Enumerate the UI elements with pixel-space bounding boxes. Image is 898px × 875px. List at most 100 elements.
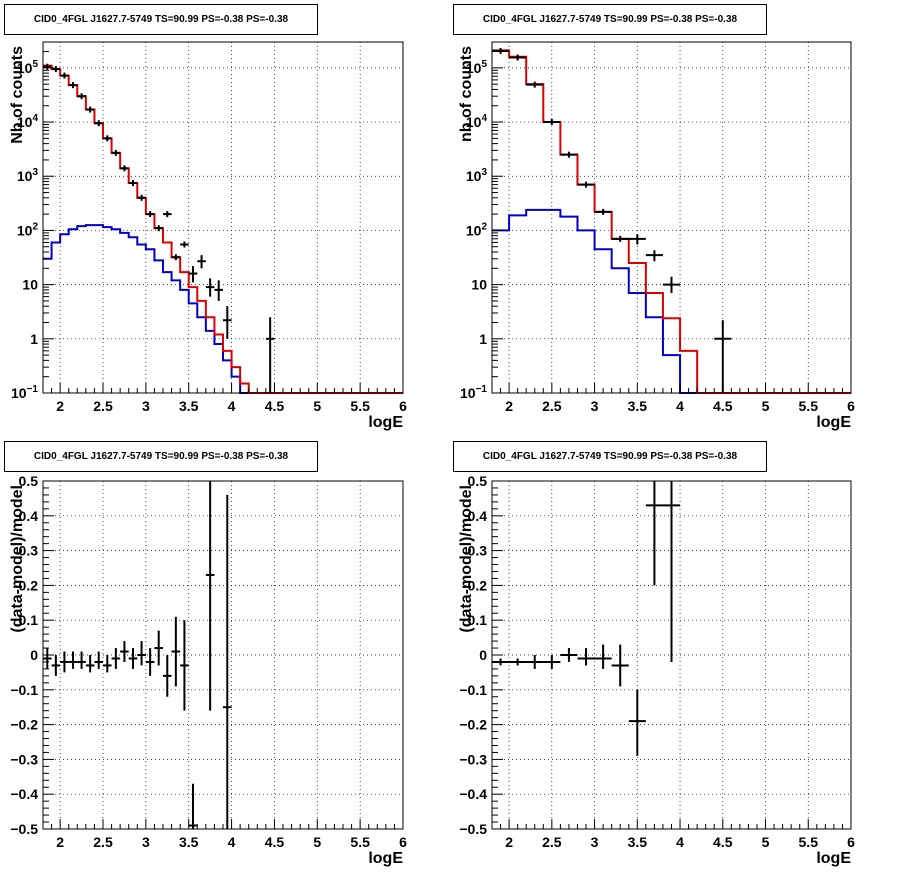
y-tick-label: 0.5 — [468, 473, 488, 489]
chart-panel-residuals-left: 2 2.5 3 3.5 4 4.5 5 5.5 6 −0.5 −0.4 −0.3 −0.2 −0.1 0 0.… — [0, 437, 449, 875]
x-tick-label: 2.5 — [542, 834, 562, 850]
data-point — [628, 689, 646, 756]
y-tick-label: 0 — [30, 647, 38, 663]
y-tick-label: 1 — [479, 331, 487, 347]
x-tick-label: 6 — [847, 398, 855, 414]
x-tick-label: 5 — [762, 834, 770, 850]
data-point — [560, 648, 578, 662]
data-point — [163, 655, 172, 697]
x-tick-label: 2.5 — [93, 398, 113, 414]
x-tick-label: 5.5 — [799, 834, 819, 850]
data-point — [577, 648, 595, 666]
data-point — [103, 655, 112, 673]
x-tick-label: 2 — [505, 834, 513, 850]
data-point — [526, 81, 544, 88]
data-point — [645, 481, 663, 586]
data-point — [137, 194, 146, 201]
data-point — [68, 651, 78, 669]
y-tick-label: 0.4 — [19, 508, 39, 524]
x-tick-label: 4.5 — [265, 398, 285, 414]
y-tick-label: −0.4 — [459, 786, 487, 802]
y-tick-label: 105 — [17, 59, 39, 76]
data-point — [180, 241, 189, 248]
y-axis-label: nb of counts — [458, 46, 475, 142]
y-tick-label: 102 — [17, 221, 39, 238]
x-tick-label: 3 — [591, 834, 599, 850]
x-tick-label: 5.5 — [350, 834, 370, 850]
model-component-histogram — [492, 208, 851, 394]
chart-panel-residuals-right: 2 2.5 3 3.5 4 4.5 5 5.5 6 −0.5 −0.4 −0.3 −0.2 −0.1 0 0.… — [449, 437, 898, 875]
data-point — [180, 620, 189, 711]
x-tick-label: 4 — [676, 398, 684, 414]
y-tick-label: 10−1 — [460, 384, 487, 401]
x-tick-label: 5 — [762, 398, 770, 414]
data-point — [214, 280, 223, 301]
y-tick-label: −0.3 — [459, 751, 487, 767]
data-point — [43, 648, 52, 669]
data-point — [188, 266, 198, 283]
data-point — [560, 151, 578, 158]
data-point — [662, 481, 681, 662]
data-point — [611, 235, 629, 242]
grid-lines — [43, 42, 403, 393]
y-tick-label: 10 — [471, 277, 487, 293]
data-point — [205, 481, 215, 711]
y-tick-label: 105 — [466, 59, 488, 76]
y-tick-label: 0.4 — [468, 508, 488, 524]
data-point — [662, 276, 681, 294]
data-point — [51, 655, 61, 676]
y-tick-label: −0.2 — [459, 717, 487, 733]
x-axis-label: logE — [368, 414, 403, 431]
residuals-plot-right: 2 2.5 3 3.5 4 4.5 5 5.5 6 −0.5 −0.4 −0.3 −0.2 −0.1 0 0.… — [458, 473, 855, 867]
y-tick-label: 0.1 — [468, 612, 488, 628]
chart-panel-counts-right: 2 2.5 3 3.5 4 4.5 5 5.5 6 10−1 1 10 102 103 104 105 logE… — [449, 0, 898, 437]
data-point — [128, 180, 138, 187]
data-point — [60, 72, 69, 79]
model-total-histogram — [43, 64, 403, 394]
x-tick-label: 5 — [313, 834, 321, 850]
data-point — [120, 641, 129, 662]
data-point — [77, 651, 86, 669]
data-point — [509, 54, 527, 61]
x-tick-label: 3.5 — [179, 398, 199, 414]
data-point — [223, 306, 232, 339]
y-tick-label: 1 — [30, 331, 38, 347]
x-tick-label: 2 — [505, 398, 513, 414]
data-point — [163, 211, 172, 218]
data-point — [43, 63, 52, 70]
data-point — [85, 655, 95, 673]
y-axis-label: (data-model)/model — [458, 485, 475, 633]
data-point — [577, 181, 595, 188]
chart-title: CID0_4FGL J1627.7-5749 TS=90.99 PS=-0.38… — [453, 441, 767, 472]
y-axis-label: (data-model)/model — [9, 485, 26, 633]
data-point — [197, 255, 206, 269]
y-tick-label: 104 — [466, 113, 488, 130]
x-tick-label: 4.5 — [265, 834, 285, 850]
data-point — [492, 47, 510, 54]
x-tick-label: 6 — [399, 834, 407, 850]
data-point — [60, 651, 69, 673]
counts-histogram-left: 2 2.5 3 3.5 4 4.5 5 5.5 6 10−1 1 10 102 103 104 105 logE… — [9, 41, 407, 431]
x-tick-label: 3 — [591, 398, 599, 414]
x-axis-label: logE — [816, 850, 851, 867]
y-tick-label: −0.1 — [459, 682, 487, 698]
y-tick-label: 103 — [17, 167, 39, 184]
x-tick-label: 4.5 — [713, 834, 733, 850]
chart-title: CID0_4FGL J1627.7-5749 TS=90.99 PS=-0.38… — [453, 4, 767, 35]
chart-title: CID0_4FGL J1627.7-5749 TS=90.99 PS=-0.38… — [4, 4, 318, 35]
y-tick-label: 0.3 — [468, 543, 488, 559]
x-tick-label: 2.5 — [542, 398, 562, 414]
data-point — [188, 783, 198, 829]
data-point — [171, 254, 181, 261]
y-tick-label: −0.5 — [10, 821, 38, 837]
x-tick-label: 2 — [56, 834, 64, 850]
model-component-histogram — [43, 224, 403, 394]
y-tick-label: 10−1 — [11, 384, 38, 401]
x-tick-label: 5.5 — [799, 398, 819, 414]
data-point — [526, 655, 544, 669]
data-point — [543, 655, 561, 669]
data-point — [171, 616, 181, 687]
data-point — [594, 208, 612, 215]
data-point — [205, 278, 215, 297]
x-tick-label: 3.5 — [628, 398, 648, 414]
